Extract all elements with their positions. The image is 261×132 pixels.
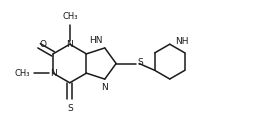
Text: N: N (66, 40, 73, 49)
Text: HN: HN (89, 36, 102, 45)
Text: N: N (50, 69, 56, 78)
Text: CH₃: CH₃ (62, 12, 78, 21)
Text: NH: NH (175, 37, 189, 46)
Text: CH₃: CH₃ (15, 69, 30, 78)
Text: S: S (138, 58, 143, 67)
Text: O: O (40, 40, 47, 49)
Text: N: N (101, 83, 108, 92)
Text: S: S (67, 104, 73, 113)
